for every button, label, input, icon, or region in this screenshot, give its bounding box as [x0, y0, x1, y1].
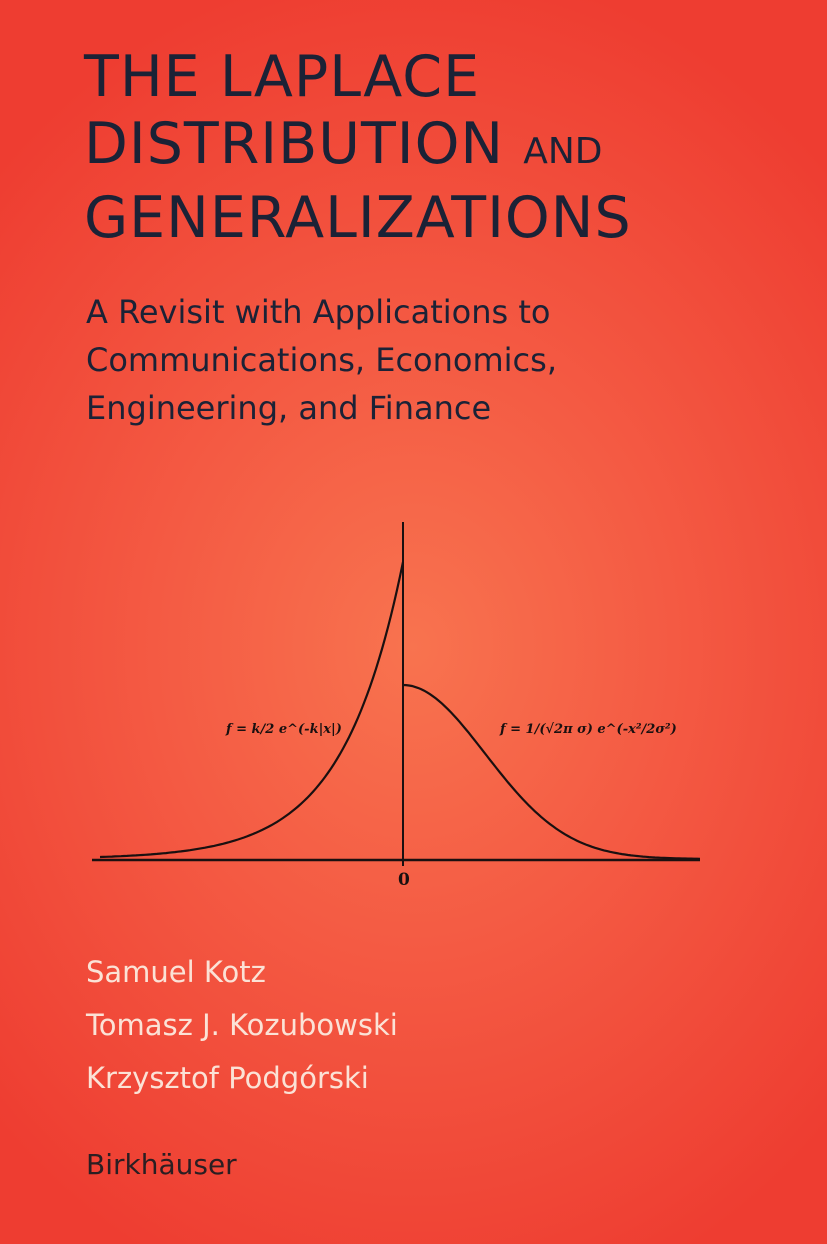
title-and: AND: [523, 131, 603, 172]
subtitle-line: Engineering, and Finance: [86, 389, 492, 427]
title-line-2: DISTRIBUTION: [84, 111, 505, 177]
subtitle-line: Communications, Economics,: [86, 341, 557, 379]
authors: Samuel Kotz Tomasz J. Kozubowski Krzyszt…: [86, 946, 398, 1105]
title-line-3: GENERALIZATIONS: [84, 185, 632, 251]
book-title: THE LAPLACE DISTRIBUTION AND GENERALIZAT…: [84, 44, 632, 252]
author: Krzysztof Podgórski: [86, 1061, 369, 1095]
gaussian-formula: f = 1/(√2π σ) e^(-x²/2σ²): [500, 722, 677, 737]
origin-label: 0: [398, 870, 410, 890]
gaussian-curve: [402, 683, 701, 860]
subtitle-line: A Revisit with Applications to: [86, 293, 551, 331]
laplace-formula: f = k/2 e^(-k|x|): [226, 722, 342, 737]
publisher: Birkhäuser: [86, 1148, 237, 1181]
laplace-curve: [99, 561, 405, 859]
subtitle: A Revisit with Applications to Communica…: [86, 288, 557, 432]
author: Tomasz J. Kozubowski: [86, 1008, 398, 1042]
author: Samuel Kotz: [86, 955, 266, 989]
title-line-2-row: DISTRIBUTION AND: [84, 111, 632, 185]
title-line-1: THE LAPLACE: [84, 44, 481, 110]
